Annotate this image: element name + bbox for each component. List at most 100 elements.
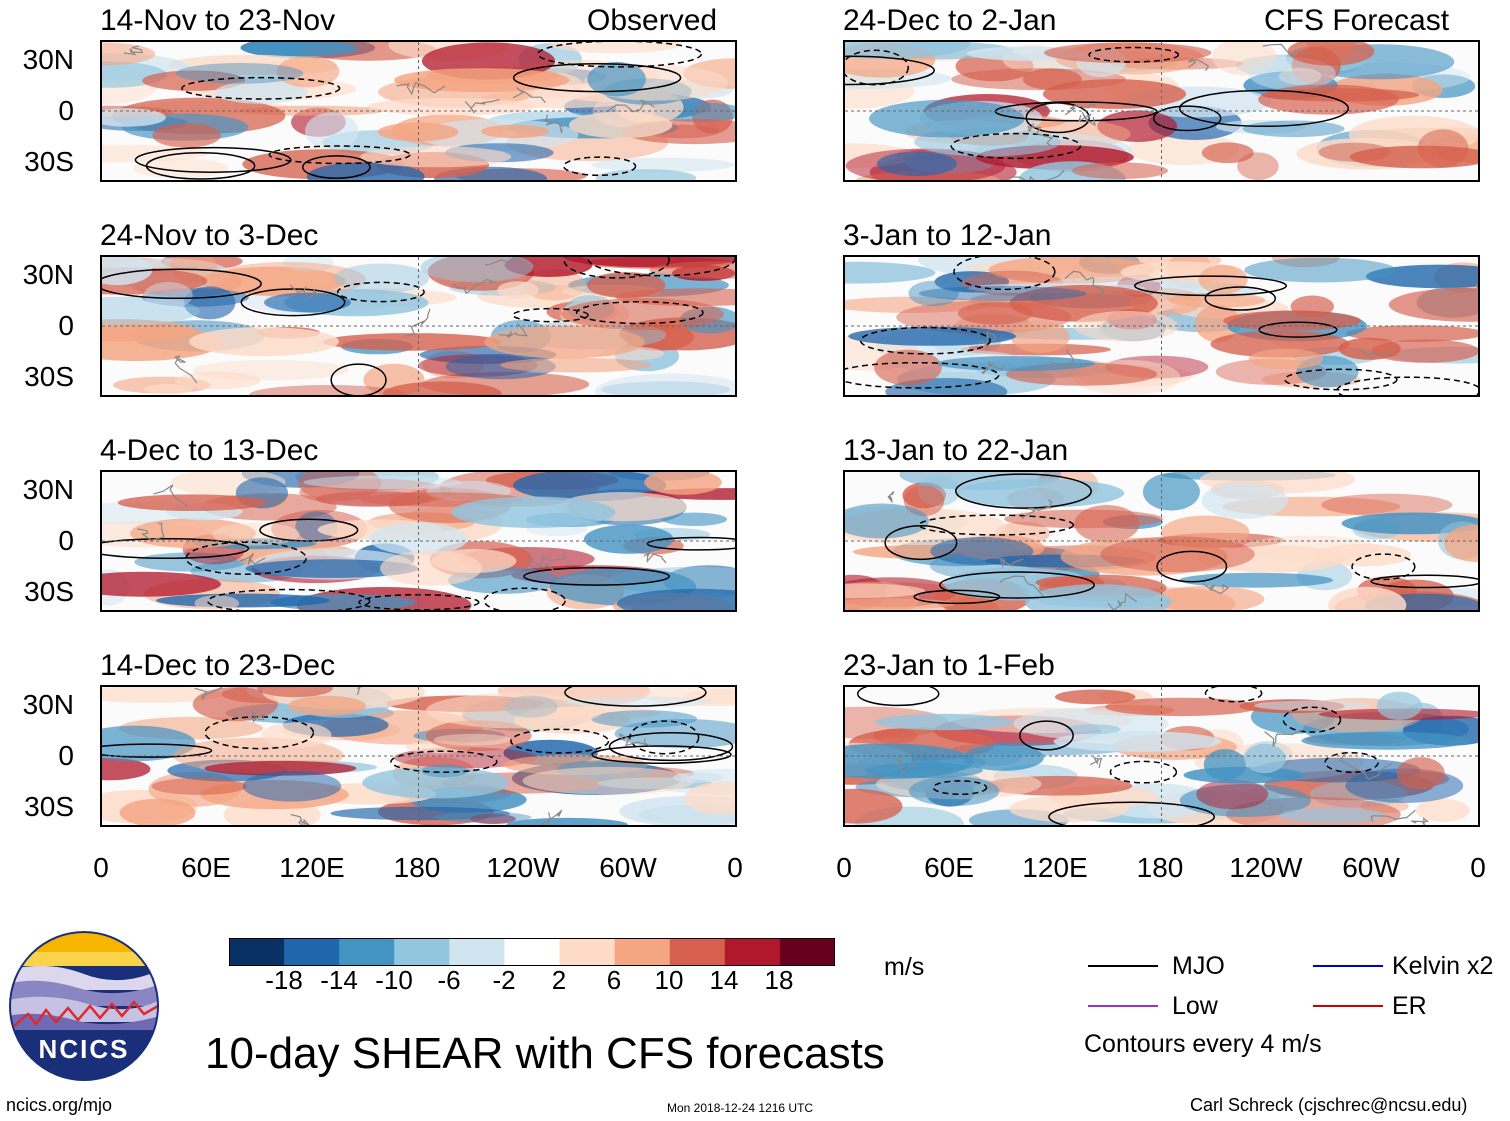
legend-line-kelvin [1313,965,1383,967]
shear-anomaly [1253,700,1371,711]
lat-label-30s: 30S [24,791,74,822]
colorbar-box [284,938,340,966]
mjo-contour [884,525,958,561]
lon-label: 60W [1342,852,1400,883]
map-panel-obs-2 [100,255,737,397]
footer-author: Carl Schreck (cjschrec@ncsu.edu) [1190,1095,1468,1115]
coastline [1064,270,1105,298]
lat-label-30s: 30S [24,576,74,607]
shear-anomaly [204,760,357,776]
shear-anomaly [1153,585,1265,610]
shear-anomaly [918,286,1087,301]
panel-title-fcst-4: 23-Jan to 1-Feb [843,649,1055,682]
shear-anomaly [662,512,728,526]
shear-anomaly [152,123,221,148]
map-panel-obs-4 [100,685,737,827]
shear-anomaly [470,813,516,824]
shear-anomaly [875,713,1014,731]
shear-anomaly [1345,325,1478,342]
shear-anomaly [845,261,936,284]
coastline [1359,346,1395,359]
mjo-contour [483,587,566,610]
mjo-contour [537,42,703,68]
colorbar-box [614,938,671,966]
shear-anomaly [394,68,570,93]
shear-anomaly [876,151,957,177]
lon-label: 0 [93,852,109,883]
shear-anomaly [1396,757,1445,790]
colorbar-tick: -2 [492,965,516,995]
footer-url[interactable]: ncics.org/mjo [6,1095,113,1115]
mjo-contour [939,571,1095,599]
shear-anomaly [594,373,735,395]
shear-anomaly [672,772,724,783]
coastline [978,331,996,349]
panel-title-obs-4: 14-Dec to 23-Dec [100,649,336,682]
coastline [1089,756,1103,769]
shear-anomaly [102,324,223,361]
shear-anomaly [1212,42,1277,76]
coastline [153,484,189,507]
shear-anomaly [1301,731,1471,750]
shear-anomaly [134,552,246,572]
shear-anomaly [1416,798,1470,822]
shear-anomaly [117,494,267,511]
shear-anomaly [288,695,366,716]
colorbar-box [504,938,561,966]
shear-anomaly [569,111,673,139]
lat-label-0: 0 [58,95,74,126]
mjo-contour [336,281,425,303]
mjo-contour [918,514,1075,536]
lon-label: 60W [599,852,657,883]
mjo-contour [564,687,707,707]
mjo-contour [330,363,387,395]
lon-label: 120E [1022,852,1088,883]
shear-anomaly [1258,84,1399,115]
shear-anomaly [484,325,645,359]
shear-anomaly [951,68,1126,91]
shear-anomaly [1338,337,1401,360]
coastline [999,575,1044,597]
shear-anomaly [591,157,735,172]
shear-anomaly [1074,505,1140,543]
shear-anomaly [249,385,407,395]
shear-anomaly [119,798,196,825]
shear-anomaly [192,687,278,722]
shear-anomaly [1044,42,1212,64]
coastline [290,813,310,825]
shear-anomaly [845,583,926,599]
coastline [1370,809,1416,823]
mjo-contour [1324,751,1379,774]
shear-anomaly [102,757,151,781]
coastline [1009,169,1065,180]
lon-label: 180 [393,852,441,883]
shear-anomaly [151,777,247,795]
main-title: 10-day SHEAR with CFS forecasts [205,1029,885,1078]
mjo-contour [955,473,1092,509]
shear-anomaly [1388,287,1478,322]
shear-anomaly [506,817,628,825]
lon-label: 180 [1136,852,1184,883]
shear-anomaly [561,298,724,331]
shear-anomaly [1195,304,1241,343]
shear-anomaly [874,349,942,386]
shear-anomaly [869,99,1025,138]
shear-anomaly [1100,536,1255,573]
coastline [1262,43,1308,58]
mjo-contour [629,720,700,755]
cfs-forecast-header: CFS Forecast [1264,4,1450,37]
mjo-contour [1019,720,1074,751]
lat-label-30s: 30S [24,361,74,392]
shear-anomaly [176,63,304,84]
colorbar-tick: -10 [375,965,413,995]
shear-anomaly [1168,292,1266,308]
panel-title-obs-3: 4-Dec to 13-Dec [100,434,319,467]
shear-anomaly [451,496,616,528]
lon-label: 120W [486,852,560,883]
mjo-contour [562,156,637,177]
colorbar-box [449,938,505,966]
colorbar-box [779,938,835,966]
shear-anomaly [194,595,240,610]
coastline [396,81,446,96]
legend-line-mjo [1088,965,1158,967]
